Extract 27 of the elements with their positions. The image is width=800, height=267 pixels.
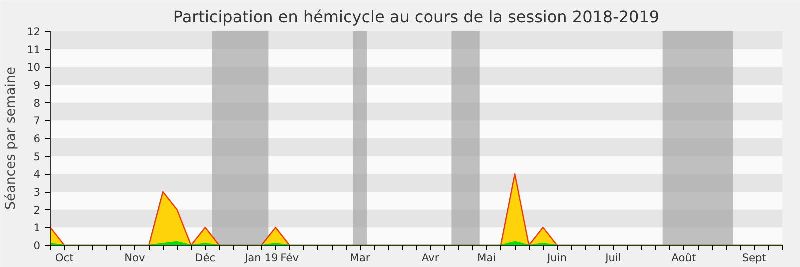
y-tick-label: 12 [26,26,41,38]
y-tick-label: 1 [34,222,40,235]
x-tick-label: Mai [478,252,496,264]
x-tick-label: Sept [742,252,766,264]
x-tick-label: Oct [55,252,74,264]
y-tick-label: 2 [34,204,40,217]
y-tick-label: 7 [34,114,40,128]
y-tick-label: 3 [34,186,40,199]
x-tick-label: Juin [546,252,568,264]
chart-title: Participation en hémicycle au cours de la session 2018-2019 [173,8,660,26]
y-tick-label: 10 [26,61,41,74]
x-tick-label: Août [672,252,696,264]
y-tick-label: 6 [34,132,41,146]
x-tick-label: Juil [604,252,622,264]
x-tick-label: Jan 19 [244,252,279,264]
y-tick-label: 5 [34,150,40,164]
x-tick-label: Fév [280,252,300,264]
y-tick-label: 4 [34,168,41,182]
y-tick-label: 8 [34,96,41,110]
x-tick-label: Mar [350,252,371,264]
x-tick-label: Déc [195,252,216,264]
y-tick-label: 11 [26,43,41,56]
y-axis-title: Séances par semaine [4,67,19,210]
x-tick-label: Nov [124,252,146,264]
y-tick-label: 0 [34,240,41,252]
y-tick-label: 9 [34,79,41,92]
x-tick-label: Avr [422,252,440,264]
